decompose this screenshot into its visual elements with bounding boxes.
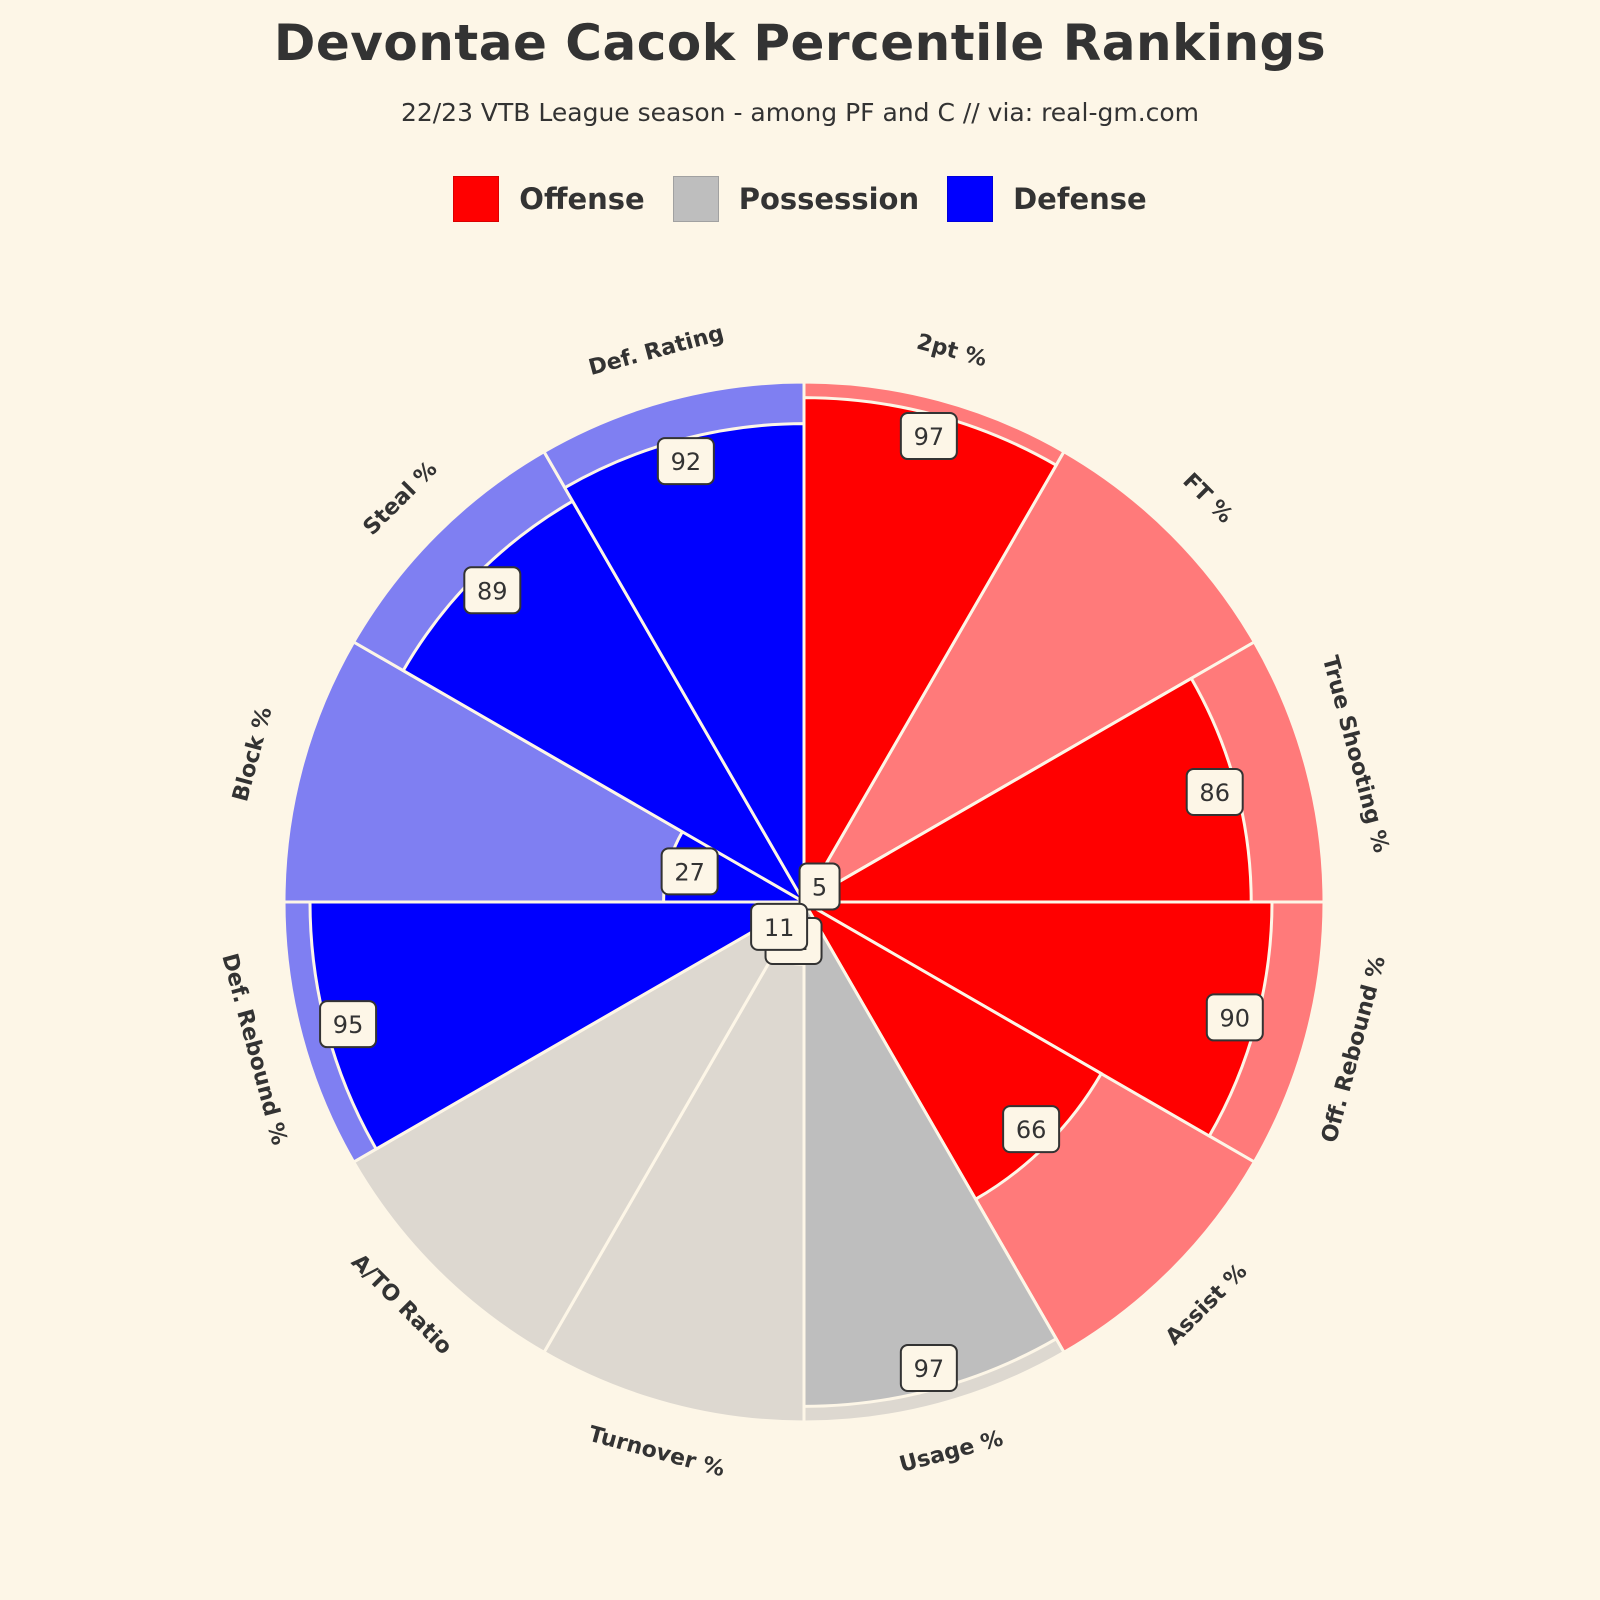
value-label-text: 95: [333, 1011, 364, 1039]
value-label-text: 90: [1220, 1004, 1251, 1032]
value-label-box: [656, 437, 715, 486]
value-label-box: [1002, 1105, 1061, 1154]
value-label-box: [899, 412, 958, 461]
legend-label-possession: Possession: [738, 182, 920, 216]
value-label-steal: 89: [463, 566, 522, 615]
legend-item-possession: Possession: [672, 176, 920, 222]
category-label-turnover: Turnover %: [586, 1422, 727, 1482]
value-label-text: 27: [674, 858, 705, 886]
legend: Offense Possession Defense: [0, 176, 1600, 222]
value-label-box: [1185, 767, 1244, 816]
value-label-true-shooting: 86: [1185, 767, 1244, 816]
category-label-2pt: 2pt %: [914, 330, 989, 373]
legend-swatch-possession: [672, 176, 719, 222]
value-label-text: 97: [914, 1355, 945, 1383]
legend-swatch-defense: [947, 176, 994, 222]
value-label-box: [899, 1343, 958, 1392]
value-label-block: 27: [660, 847, 719, 896]
value-label-ft: 5: [798, 862, 841, 911]
value-label-2pt: 97: [899, 412, 958, 461]
category-label-assist: Assist %: [1161, 1259, 1252, 1350]
category-label-ft: FT %: [1177, 469, 1237, 529]
value-label-a-to-ratio: 11: [750, 902, 809, 951]
value-labels: 97586906697121195278992: [319, 412, 1264, 1392]
value-label-box: [660, 847, 719, 896]
value-label-text: 97: [914, 423, 945, 451]
bg-wedge-a-to-ratio: [351, 897, 809, 1355]
value-label-box: [798, 862, 841, 911]
bg-wedge-ft: [799, 449, 1257, 907]
legend-label-defense: Defense: [1013, 182, 1147, 216]
category-label-true-shooting: True Shooting %: [1317, 653, 1394, 855]
bg-wedge-turnover: [541, 896, 806, 1424]
legend-swatch-offense: [453, 176, 500, 222]
category-label-off-rebound: Off. Rebound %: [1317, 953, 1391, 1145]
value-label-text: 89: [477, 577, 508, 605]
value-label-text: 11: [764, 914, 795, 942]
value-label-box: [1205, 993, 1264, 1042]
bars: [308, 396, 1274, 1408]
legend-item-defense: Defense: [947, 176, 1147, 222]
category-label-def-rebound: Def. Rebound %: [216, 951, 291, 1148]
value-label-box: [319, 1000, 378, 1049]
value-label-box: [463, 566, 522, 615]
value-label-text: 66: [1016, 1116, 1047, 1144]
value-label-off-rebound: 90: [1205, 993, 1264, 1042]
category-label-usage: Usage %: [897, 1426, 1006, 1478]
value-label-text: 86: [1199, 779, 1230, 807]
value-label-def-rating: 92: [656, 437, 715, 486]
chart-title: Devontae Cacok Percentile Rankings: [273, 14, 1327, 72]
category-label-block: Block %: [228, 704, 277, 804]
value-label-usage: 97: [899, 1343, 958, 1392]
value-label-assist: 66: [1002, 1105, 1061, 1154]
value-label-def-rebound: 95: [319, 1000, 378, 1049]
category-label-steal: Steal %: [359, 457, 443, 541]
bg-wedge-block: [282, 639, 810, 904]
value-label-text: 92: [671, 448, 702, 476]
legend-item-offense: Offense: [453, 176, 645, 222]
value-label-text: 5: [812, 873, 827, 901]
legend-label-offense: Offense: [519, 182, 645, 216]
category-label-def-rating: Def. Rating: [586, 321, 727, 381]
chart-subtitle: 22/23 VTB League season - among PF and C…: [400, 98, 1200, 127]
value-label-box: [750, 902, 809, 951]
